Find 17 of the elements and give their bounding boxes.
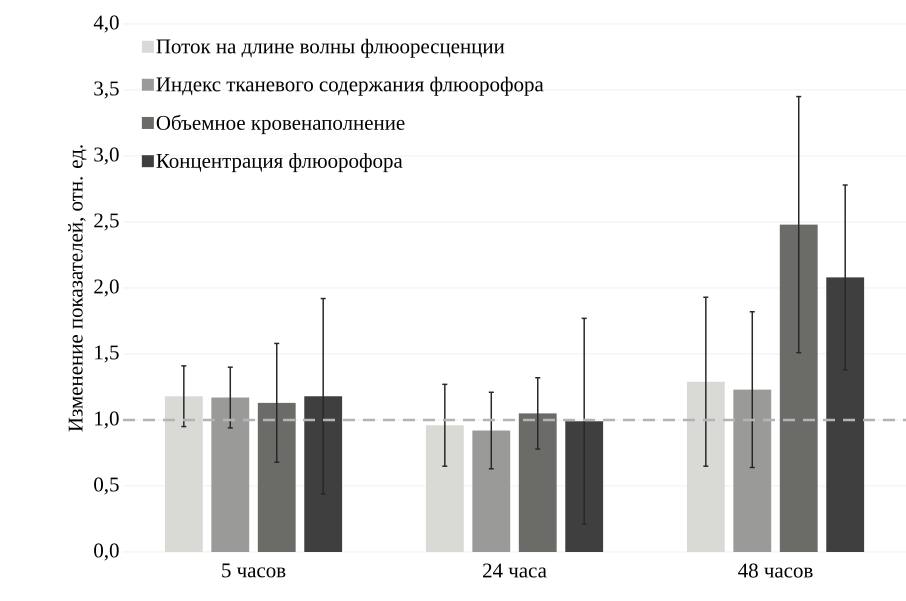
legend-label: Индекс тканевого содержания флюорофора	[156, 76, 544, 96]
x-tick-label: 5 часов	[222, 564, 286, 578]
y-tick-label: 1,0	[95, 411, 119, 429]
y-tick-label: 0,5	[94, 477, 119, 495]
legend-label: Поток на длине волны флюоресценции	[156, 38, 504, 58]
y-tick-label: 3,5	[94, 81, 119, 99]
y-tick-label: 3,0	[94, 147, 119, 165]
legend-label: Концентрация флюорофора	[156, 153, 402, 172]
x-tick-label: 48 часов	[738, 564, 813, 578]
y-tick-label: 2,0	[94, 279, 119, 297]
x-tick-label: 24 часа	[483, 563, 547, 578]
legend-label: Объемное кровенаполнение	[156, 114, 404, 134]
y-tick-label: 2,5	[94, 213, 119, 231]
y-axis-title: Изменение показателей, отн. ед.	[68, 145, 86, 432]
y-tick-label: 0,0	[94, 543, 119, 561]
y-tick-label: 4,0	[94, 15, 119, 33]
y-tick-label: 1,5	[95, 345, 119, 362]
